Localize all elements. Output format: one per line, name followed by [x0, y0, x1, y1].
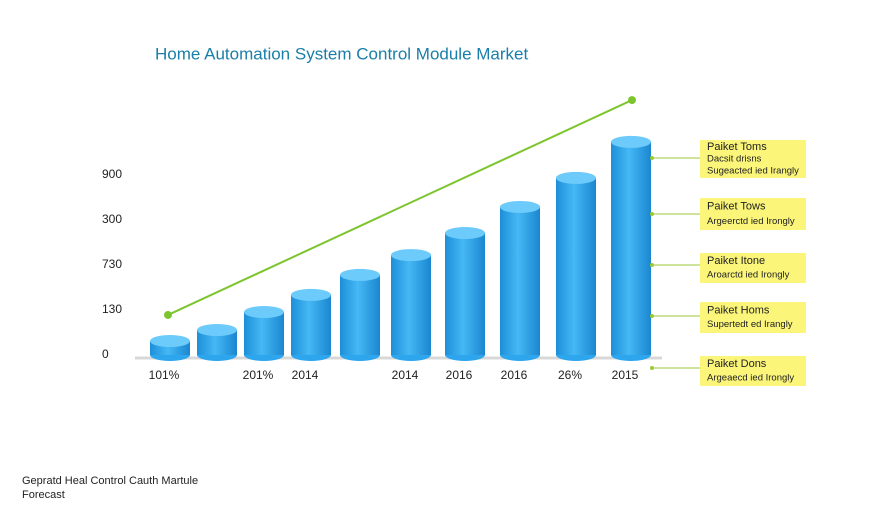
connector-dot [650, 156, 654, 160]
x-tick-label: 2016 [501, 368, 528, 382]
bar-top [611, 135, 651, 148]
bar [556, 177, 596, 355]
bar-top [391, 249, 431, 262]
x-tick-label: 2014 [292, 368, 319, 382]
annotation-text: Paiket Homs [707, 304, 770, 316]
connector-dot [650, 212, 654, 216]
connector-dot [650, 366, 654, 370]
bar [244, 312, 284, 355]
y-tick-label: 730 [102, 257, 122, 271]
annotation-text: Aroarctd ied Irongly [707, 269, 790, 280]
connector-dot [650, 263, 654, 267]
bar-top [340, 268, 380, 281]
annotation-box [700, 302, 806, 333]
chart-title: Home Automation System Control Module Ma… [155, 44, 528, 63]
x-tick-label: 2014 [392, 368, 419, 382]
y-tick-label: 130 [102, 302, 122, 316]
footer: Forecast [22, 489, 65, 501]
trend-point [164, 310, 172, 319]
annotation-text: Supertedt ed Irangly [707, 319, 793, 330]
y-tick-label: 300 [102, 212, 122, 226]
annotation-text: Paiket Itone [707, 255, 765, 267]
bar-top [244, 306, 284, 319]
annotation-text: Dacsit drisns [707, 154, 762, 165]
x-tick-label: 2015 [612, 368, 639, 382]
footer: Gepratd Heal Control Cauth Martule [22, 475, 198, 487]
bar-top [500, 200, 540, 213]
bar [445, 233, 485, 355]
bar-top [150, 335, 190, 348]
bar-top [291, 288, 331, 301]
bar-top [556, 171, 596, 184]
annotation-text: Argeaecd ied Irongly [707, 372, 794, 383]
y-tick-label: 0 [102, 347, 109, 361]
x-tick-label: 26% [558, 368, 582, 382]
x-tick-label: 101% [149, 368, 180, 382]
annotation-text: Argeerctd ied Irongly [707, 216, 795, 227]
y-tick-label: 900 [102, 167, 122, 181]
trend-point [628, 96, 636, 105]
bar [391, 255, 431, 355]
bar-top [445, 227, 485, 240]
annotation-text: Paiket Dons [707, 358, 767, 370]
bar [340, 274, 380, 355]
trend-line [167, 99, 633, 316]
annotation-text: Sugeacted ied Irangly [707, 165, 799, 176]
x-tick-label: 2016 [446, 368, 473, 382]
annotation-box [700, 140, 806, 178]
x-tick-label: 201% [243, 368, 274, 382]
bar-top [197, 324, 237, 337]
annotation-box [700, 356, 806, 386]
annotation-text: Paiket Tows [707, 201, 766, 213]
bar [611, 141, 651, 355]
annotation-box [700, 253, 806, 283]
connector-dot [650, 314, 654, 318]
bar [291, 294, 331, 355]
annotation-text: Paiket Toms [707, 141, 767, 153]
bar [500, 206, 540, 355]
annotation-box [700, 198, 806, 230]
